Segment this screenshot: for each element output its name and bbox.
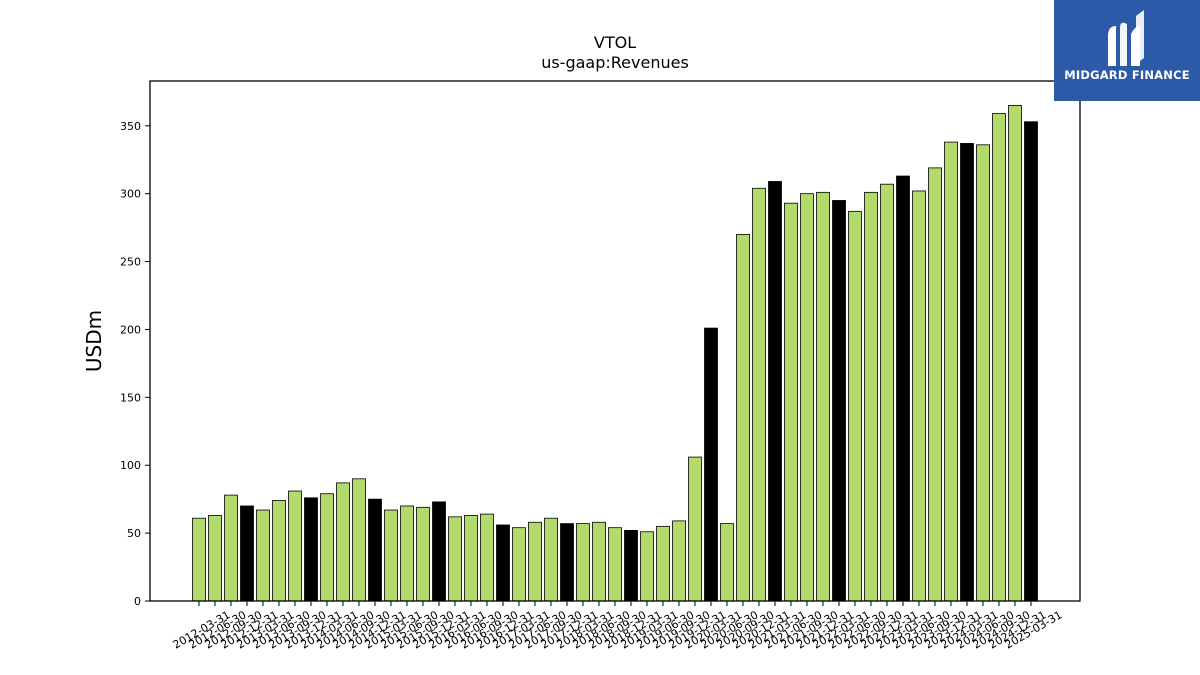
chart-subtitle: us-gaap:Revenues	[541, 53, 689, 72]
bar-2017-12-31	[560, 523, 574, 602]
bar-2012-06-30	[208, 515, 222, 602]
y-tick-label: 250	[120, 256, 141, 269]
y-tick-label: 0	[134, 595, 141, 608]
bar-2020-12-31	[752, 187, 766, 602]
chart-title: VTOL	[594, 33, 636, 52]
y-tick-label: 350	[120, 120, 141, 133]
bar-2017-06-30	[528, 521, 542, 602]
y-tick-label: 150	[120, 391, 141, 404]
bar-2020-09-30	[736, 234, 750, 602]
bar-2021-12-31	[816, 191, 830, 602]
bar-2013-12-31	[304, 497, 318, 602]
bar-2023-06-30	[912, 190, 926, 602]
bar-2016-03-31	[448, 516, 462, 602]
bar-2014-06-30	[336, 482, 350, 602]
y-tick-label: 50	[127, 527, 141, 540]
bar-2021-03-31	[768, 181, 782, 602]
bar-2013-06-30	[272, 500, 286, 602]
bar-2016-12-31	[496, 524, 510, 602]
midgard-finance-logo: MIDGARD FINANCE	[1054, 0, 1200, 101]
bar-2018-12-31	[624, 530, 638, 602]
bar-2024-06-30	[976, 144, 990, 602]
bar-2019-12-31	[688, 456, 702, 602]
bar-2024-09-30	[992, 113, 1006, 602]
bar-2014-12-31	[368, 498, 382, 602]
bar-2015-03-31	[384, 509, 398, 602]
brand-name: MIDGARD FINANCE	[1064, 68, 1190, 82]
bar-2014-03-31	[320, 493, 334, 602]
bar-2012-09-30	[224, 494, 238, 602]
bar-2018-03-31	[576, 523, 590, 602]
y-tick-label: 300	[120, 188, 141, 201]
y-tick-label: 100	[120, 459, 141, 472]
bar-2012-03-31	[192, 517, 206, 602]
bar-2019-09-30	[672, 520, 686, 602]
bar-2023-09-30	[928, 167, 942, 602]
bar-2013-03-31	[256, 509, 270, 602]
bar-2022-06-30	[848, 210, 862, 602]
bar-2016-09-30	[480, 513, 494, 602]
bar-2024-03-31	[960, 143, 974, 602]
bar-2022-12-31	[880, 183, 894, 602]
bar-2016-06-30	[464, 515, 478, 602]
bar-2018-09-30	[608, 527, 622, 602]
bar-2021-06-30	[784, 202, 798, 602]
bar-2015-06-30	[400, 505, 414, 602]
bar-2022-09-30	[864, 191, 878, 602]
bar-2025-03-31	[1024, 121, 1038, 602]
y-axis: 0 50 100 150 200 250 300 350	[120, 120, 150, 608]
bar-2017-09-30	[544, 517, 558, 602]
bar-2014-09-30	[352, 478, 366, 602]
y-axis-label: USDm	[82, 310, 106, 372]
bar-2022-03-31	[832, 200, 846, 602]
bar-2023-12-31	[944, 141, 958, 602]
bar-2017-03-31	[512, 527, 526, 602]
bar-2015-12-31	[432, 501, 446, 602]
midgard-logo-icon	[1108, 10, 1144, 67]
x-axis: 2012-03-312012-06-302012-09-302012-12-31…	[171, 601, 1065, 652]
bar-2020-06-30	[720, 523, 734, 602]
bar-2015-09-30	[416, 506, 430, 602]
bar-2024-12-31	[1008, 105, 1022, 602]
plot-frame	[149, 80, 1081, 602]
bar-2020-03-31	[704, 327, 718, 602]
bar-2013-09-30	[288, 490, 302, 602]
bar-2023-03-31	[896, 175, 910, 602]
bar-2012-12-31	[240, 505, 254, 602]
bar-2021-09-30	[800, 193, 814, 602]
bar-2019-06-30	[656, 525, 670, 602]
bar-2019-03-31	[640, 531, 654, 602]
bars-group	[192, 105, 1038, 602]
y-tick-label: 200	[120, 323, 141, 336]
bar-2018-06-30	[592, 521, 606, 602]
